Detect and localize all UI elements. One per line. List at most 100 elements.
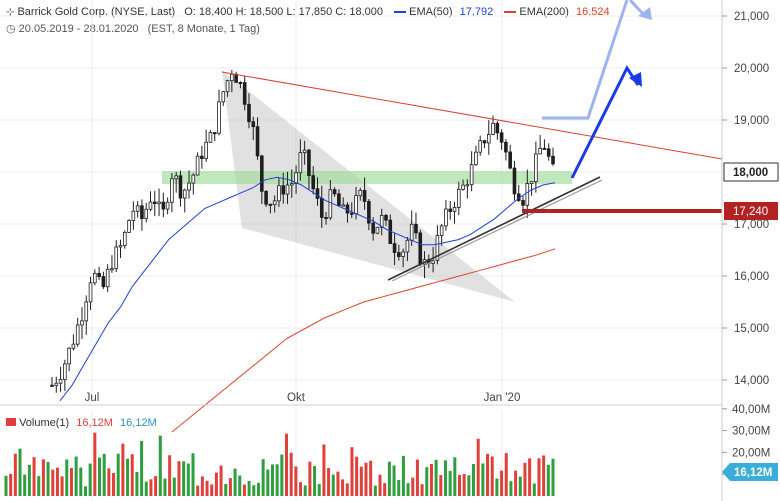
volume-bar: [542, 455, 546, 496]
candle: [174, 171, 178, 193]
volume-bar: [495, 478, 499, 496]
support-trendline-inner: [391, 179, 603, 282]
candle: [367, 199, 371, 231]
candle-body: [165, 201, 170, 210]
volume-bar: [411, 477, 415, 496]
volume-bar: [322, 444, 326, 496]
y-tick-label: 16,000: [734, 271, 769, 283]
candle: [281, 172, 286, 204]
candle-body: [93, 272, 97, 284]
candle: [277, 177, 281, 207]
candle-body: [242, 82, 247, 105]
ema200-label: EMA(200): [519, 6, 569, 18]
candle-body: [285, 184, 290, 195]
volume-bar: [294, 466, 298, 496]
volume-bar: [46, 462, 50, 496]
vol-tick-label: 20,00M: [732, 447, 770, 459]
volume-bar: [135, 471, 139, 496]
candle-body: [349, 212, 354, 215]
volume-bar: [373, 485, 377, 496]
volume-bar: [270, 464, 274, 496]
ema200-swatch: [504, 11, 517, 14]
volume-bar: [196, 485, 200, 496]
volume-bar: [214, 472, 218, 496]
candle: [225, 79, 230, 97]
volume-bar: [341, 479, 345, 496]
volume-bar: [60, 476, 64, 496]
candle: [135, 201, 140, 218]
candle-body: [324, 217, 328, 220]
volume-bar: [359, 466, 363, 496]
candle-body: [469, 164, 474, 186]
volume-bar: [476, 438, 480, 496]
candle: [392, 233, 397, 265]
volume-bar: [504, 453, 508, 496]
volume-bar: [415, 459, 419, 496]
candle: [208, 130, 213, 143]
volume-bar: [55, 467, 59, 496]
candle: [439, 223, 444, 246]
ema50-line: [59, 176, 556, 402]
candle: [242, 75, 247, 111]
volume-bars: [0, 404, 722, 496]
volume-bar: [369, 460, 373, 496]
candle: [302, 140, 307, 165]
forecast-arrowhead-dark: [629, 72, 642, 87]
candle: [212, 132, 217, 142]
candle: [268, 203, 273, 214]
volume-bar: [457, 474, 461, 496]
volume-last-box: [722, 463, 778, 481]
candle: [131, 201, 136, 230]
candle: [260, 154, 264, 205]
volume-bar: [88, 463, 92, 496]
candle: [165, 197, 170, 215]
volume-bar: [140, 440, 144, 496]
candle-body: [491, 122, 495, 135]
volume-bar: [261, 459, 265, 496]
candle: [465, 179, 470, 199]
volume-bar: [149, 479, 153, 496]
candle: [405, 237, 410, 262]
candle-body: [238, 82, 243, 85]
candle: [298, 139, 303, 181]
candle: [529, 181, 534, 196]
candle-body: [67, 347, 71, 365]
last-price-box: [723, 162, 779, 182]
volume-bar: [144, 481, 148, 496]
volume-bar: [233, 468, 237, 496]
candle-body: [341, 204, 345, 207]
candle-body: [315, 188, 320, 199]
candle-body: [538, 147, 542, 155]
candle: [255, 117, 260, 160]
candle-body: [456, 189, 461, 208]
candle-body: [307, 149, 311, 177]
volume-bar: [200, 476, 204, 496]
candle-body: [80, 320, 84, 326]
candle-body: [371, 222, 375, 234]
volume-bar: [439, 475, 443, 496]
price-axis: 14,000 15,000 16,000 17,000 19,000 20,000 21,0…: [85, 0, 779, 501]
volume-bar: [41, 459, 45, 496]
candle: [285, 171, 290, 204]
volume-bar: [172, 477, 176, 496]
candle-body: [208, 132, 213, 143]
volume-bar: [551, 458, 555, 496]
candle-body: [474, 151, 478, 166]
volume-bar: [210, 484, 214, 496]
candle: [187, 170, 191, 199]
candle-body: [101, 276, 106, 288]
volume-bar: [420, 484, 424, 496]
candle: [337, 189, 341, 206]
candle: [456, 181, 461, 216]
candle-body: [178, 175, 183, 199]
candle: [491, 115, 495, 136]
candle-body: [499, 132, 504, 143]
volume-bar: [79, 467, 83, 496]
volume-bar: [32, 457, 36, 496]
candle: [397, 244, 401, 261]
candle-body: [461, 184, 465, 190]
volume-bar: [317, 484, 321, 496]
candle: [75, 317, 80, 347]
candle-body: [362, 189, 367, 202]
